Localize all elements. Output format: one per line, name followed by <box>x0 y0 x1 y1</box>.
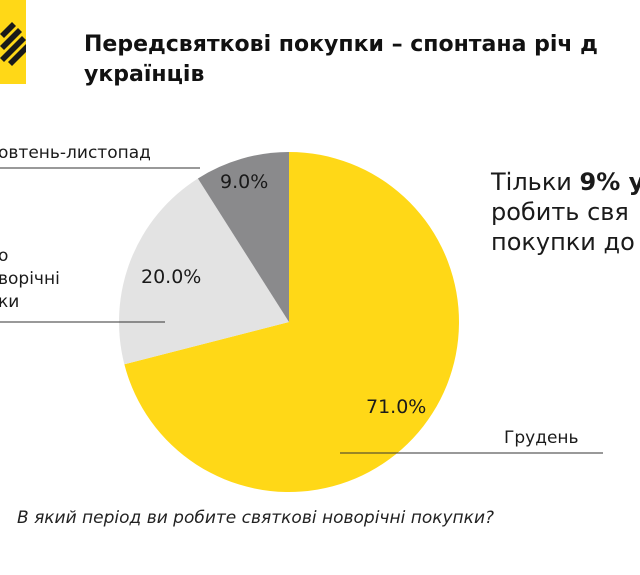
pie-slice-new-year <box>119 178 289 365</box>
pie-slices <box>119 152 460 492</box>
category-label-new-year: о ворічні ки <box>0 245 60 314</box>
page-title: Передсвяткові покупки – спонтана річ д у… <box>84 30 640 90</box>
pie-slice-december <box>124 152 460 492</box>
slice-value-label-december: 71.0% <box>366 396 427 418</box>
pie-slice-oct-nov <box>197 152 289 322</box>
category-label-december: Грудень <box>504 428 579 448</box>
callout-text: Тільки 9% у робить свя покупки до <box>491 167 640 257</box>
title-line-1: Передсвяткові покупки – спонтана річ д <box>84 32 598 57</box>
callout-line-1-prefix: Тільки <box>491 168 580 196</box>
logo-stripes-icon <box>0 0 26 84</box>
callout-line-3: покупки до <box>491 228 635 256</box>
brand-logo <box>0 0 26 84</box>
slice-value-label-oct-nov: 9.0% <box>220 171 269 193</box>
category-label-oct-nov: овтень-листопад <box>0 143 151 163</box>
callout-line-2: робить свя <box>491 198 629 226</box>
category-label-new-year-line-1: о <box>0 246 9 266</box>
slice-value-label-new-year: 20.0% <box>141 266 202 288</box>
category-label-new-year-line-3: ки <box>0 292 20 312</box>
category-label-new-year-line-2: ворічні <box>0 269 60 289</box>
survey-question: В який період ви робите святкові новоріч… <box>17 508 495 528</box>
leader-lines <box>0 167 603 454</box>
callout-line-1: Тільки 9% у <box>491 167 640 197</box>
title-line-2: українців <box>84 62 205 87</box>
callout-line-1-bold: 9% у <box>579 168 640 196</box>
